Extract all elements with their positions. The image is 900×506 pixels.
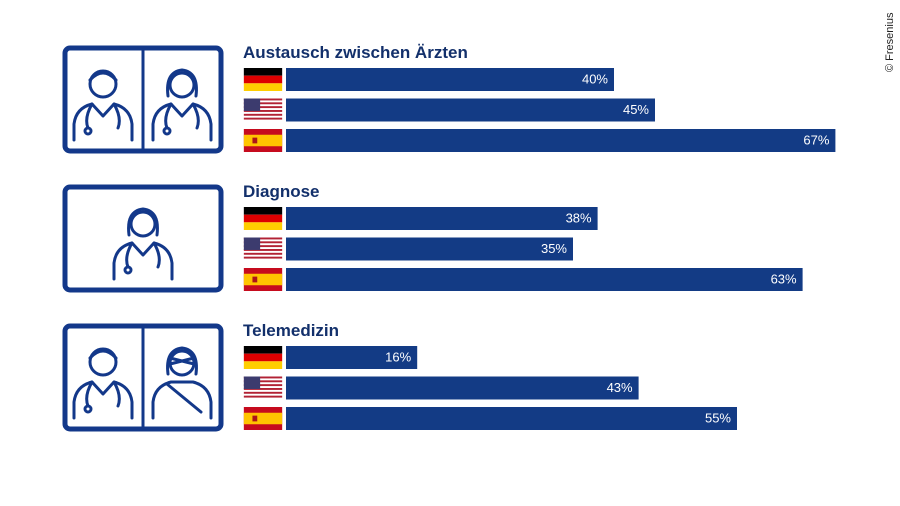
value-label: 38%: [566, 210, 592, 225]
bar: [286, 376, 639, 400]
value-label: 40%: [582, 71, 608, 86]
flag: [243, 237, 283, 261]
value-label: 16%: [385, 349, 411, 364]
bar: [286, 207, 598, 230]
flag: [243, 207, 283, 230]
chart-title: Austausch zwischen Ärzten: [243, 43, 468, 62]
bar: [286, 268, 803, 291]
bar: [286, 237, 573, 261]
bar: [286, 129, 836, 152]
flag: [243, 268, 283, 291]
chart-title: Telemedizin: [243, 321, 339, 340]
flag: [243, 376, 283, 400]
value-label: 43%: [607, 380, 633, 395]
value-label: 67%: [803, 132, 829, 147]
bar: [286, 68, 614, 91]
bar: [286, 98, 655, 122]
flag: [243, 407, 283, 430]
icon-group: [62, 45, 224, 432]
chart-title: Diagnose: [243, 182, 320, 201]
value-label: 35%: [541, 241, 567, 256]
flag: [243, 68, 283, 91]
bar: [286, 407, 737, 430]
flag: [243, 98, 283, 122]
flag: [243, 129, 283, 152]
value-label: 45%: [623, 102, 649, 117]
flag: [243, 346, 283, 369]
value-label: 55%: [705, 410, 731, 425]
credit: © Fresenius: [884, 12, 896, 72]
bar: [286, 346, 418, 369]
value-label: 63%: [771, 271, 797, 286]
